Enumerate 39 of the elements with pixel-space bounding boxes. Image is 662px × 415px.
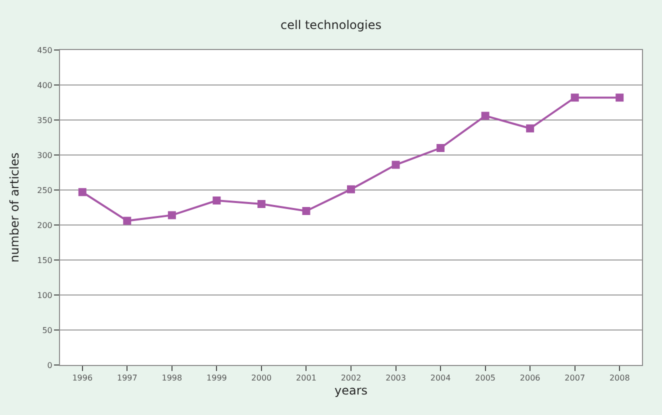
y-axis-title: number of articles: [7, 152, 22, 262]
point: [123, 216, 132, 225]
y-tick-label: 250: [37, 186, 52, 195]
point: [257, 200, 266, 208]
x-axis-title: years: [334, 384, 368, 398]
point: [570, 94, 579, 102]
point: [212, 196, 221, 204]
chart-title: cell technologies: [280, 18, 382, 32]
x-tick-label: 2001: [296, 374, 316, 383]
x-tick-label: 2007: [564, 374, 586, 383]
y-tick-label: 200: [37, 220, 52, 230]
y-tick-label: 100: [37, 290, 52, 300]
y-tick-label: 350: [37, 116, 52, 125]
x-tick-label: 1999: [206, 374, 227, 383]
x-tick-label: 2006: [520, 374, 540, 383]
x-tick-label: 2000: [251, 374, 272, 383]
x-tick-label: 2004: [430, 374, 451, 383]
x-tick-label: 2002: [340, 374, 362, 383]
x-tick-label: 2003: [386, 374, 406, 383]
y-tick-label: 450: [37, 46, 52, 55]
y-tick-label: 400: [37, 80, 52, 90]
y-tick-label: 50: [42, 326, 52, 335]
x-tick-label: 2008: [609, 374, 630, 383]
x-tick-label: 1998: [162, 374, 182, 383]
y-tick-label: 150: [37, 256, 52, 265]
point: [526, 124, 534, 132]
point: [168, 211, 176, 220]
point: [78, 188, 86, 196]
point: [616, 94, 624, 102]
x-tick-label: 2005: [475, 374, 496, 383]
point: [436, 144, 445, 152]
x-tick-label: 1996: [72, 374, 93, 383]
y-tick-label: 300: [37, 150, 52, 160]
y-tick-label: 0: [47, 360, 52, 370]
point: [392, 160, 400, 169]
point: [347, 185, 355, 194]
point: [481, 112, 490, 120]
point: [302, 207, 310, 215]
x-tick-label: 1997: [116, 374, 138, 383]
